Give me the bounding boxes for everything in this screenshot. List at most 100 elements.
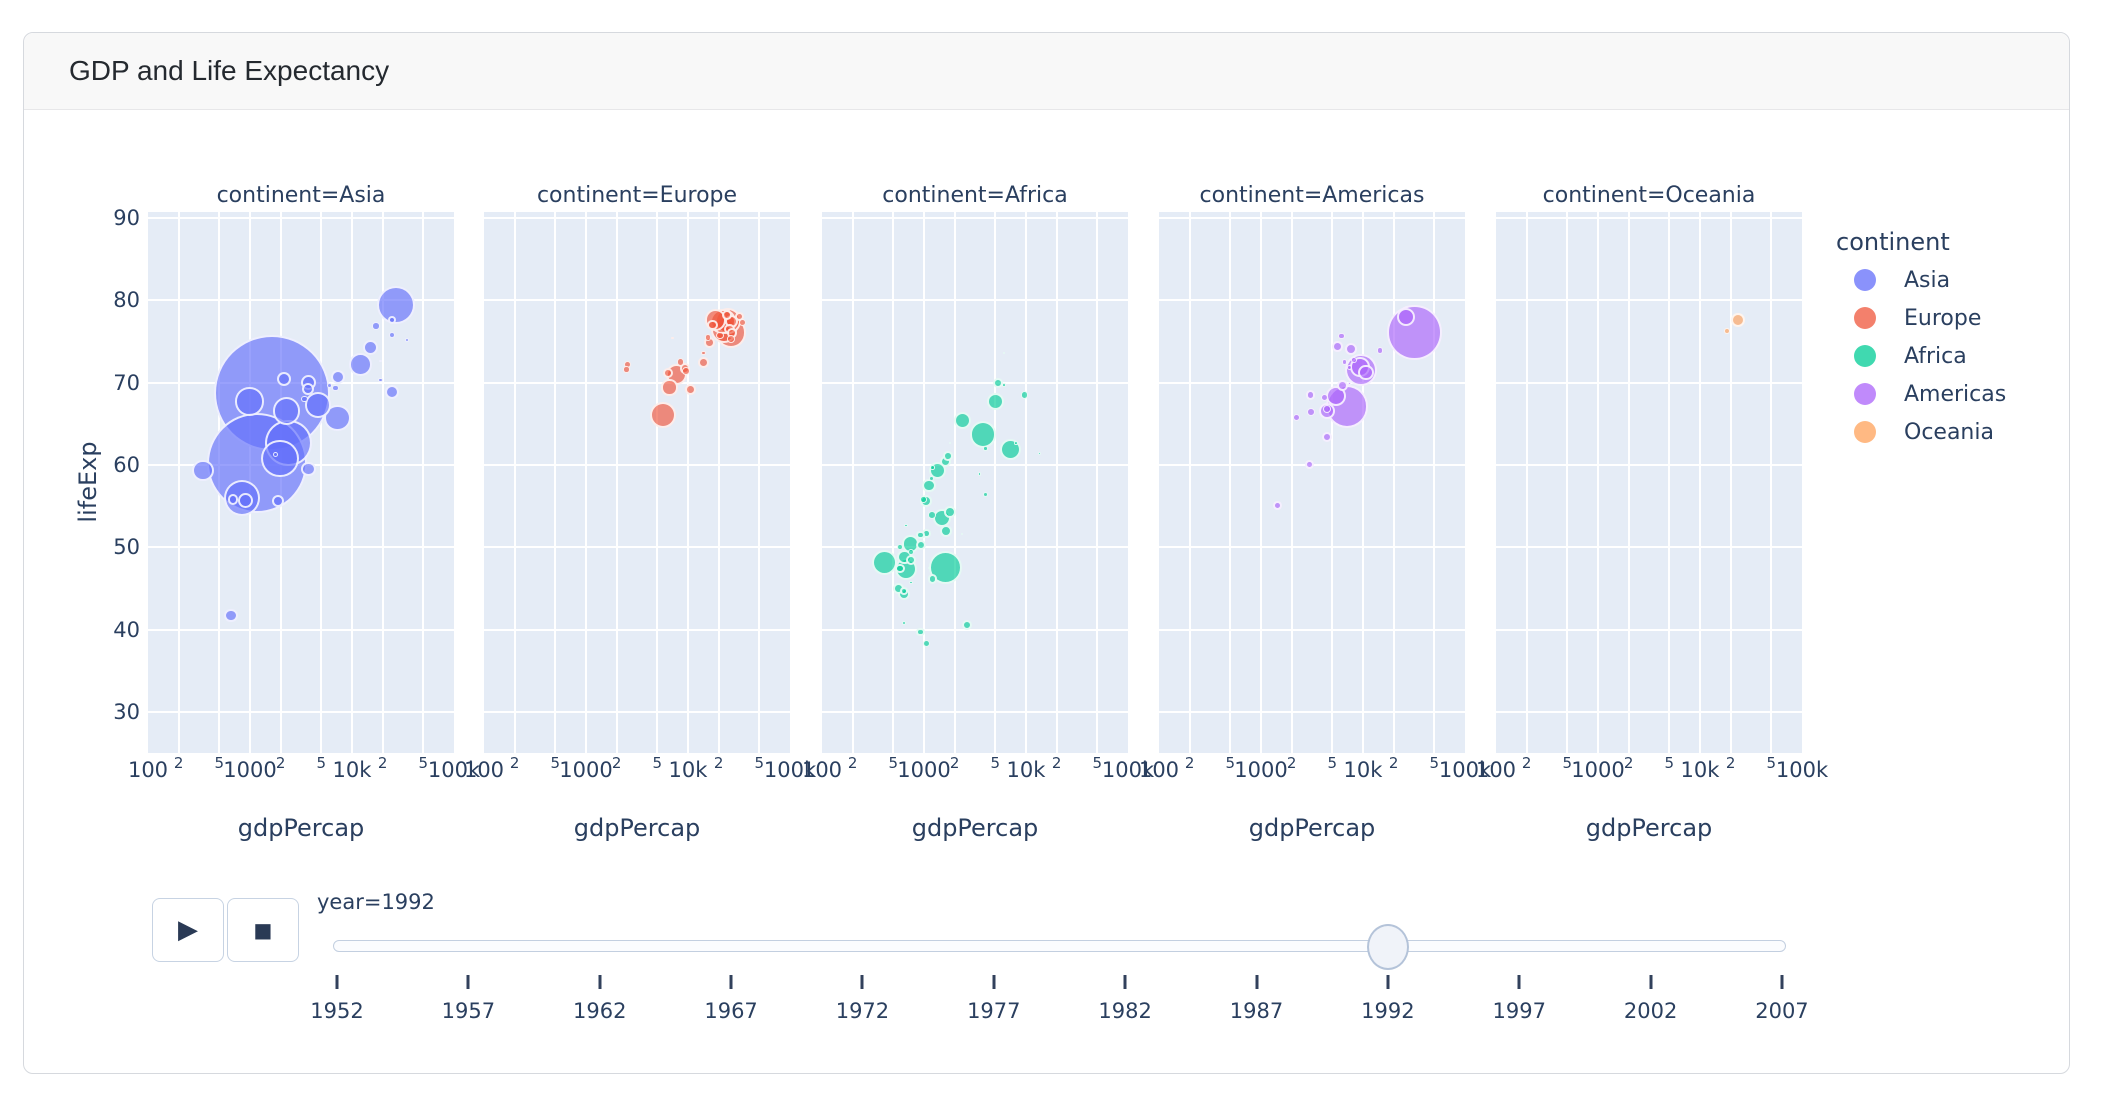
scatter-point[interactable] xyxy=(943,505,956,518)
scatter-point[interactable] xyxy=(1273,500,1283,510)
scatter-point[interactable] xyxy=(986,392,1005,411)
scatter-point[interactable] xyxy=(698,357,710,369)
scatter-point[interactable] xyxy=(385,385,400,400)
scatter-point[interactable] xyxy=(895,563,905,574)
scatter-point[interactable] xyxy=(676,358,685,366)
legend-item-africa[interactable]: Africa xyxy=(1854,337,2094,375)
scatter-point[interactable] xyxy=(1020,391,1028,399)
scatter-point[interactable] xyxy=(983,446,988,451)
scatter-point[interactable] xyxy=(916,627,925,637)
scatter-point[interactable] xyxy=(235,387,264,416)
scatter-point[interactable] xyxy=(930,465,935,470)
scatter-point[interactable] xyxy=(948,442,951,445)
scatter-point[interactable] xyxy=(915,539,926,550)
scatter-point[interactable] xyxy=(999,438,1022,460)
scatter-point[interactable] xyxy=(1387,305,1442,360)
stop-button[interactable]: ■ xyxy=(227,898,299,962)
scatter-point[interactable] xyxy=(670,336,674,340)
scatter-point[interactable] xyxy=(332,385,339,392)
scatter-point[interactable] xyxy=(237,492,253,508)
scatter-point[interactable] xyxy=(1347,381,1352,386)
scatter-point[interactable] xyxy=(376,286,415,325)
scatter-point[interactable] xyxy=(978,472,982,476)
slider-track[interactable] xyxy=(333,940,1786,952)
scatter-point[interactable] xyxy=(1002,351,1006,355)
scatter-point[interactable] xyxy=(223,608,238,623)
scatter-point[interactable] xyxy=(982,491,989,498)
scatter-point[interactable] xyxy=(896,543,904,551)
scatter-point[interactable] xyxy=(1002,383,1006,387)
scatter-point[interactable] xyxy=(921,478,936,493)
scatter-point[interactable] xyxy=(271,494,285,508)
scatter-point[interactable] xyxy=(1321,431,1333,443)
scatter-point[interactable] xyxy=(1723,327,1731,334)
scatter-point[interactable] xyxy=(261,439,299,477)
scatter-point[interactable] xyxy=(953,411,971,430)
scatter-point[interactable] xyxy=(993,377,1003,388)
scatter-point[interactable] xyxy=(927,511,936,519)
legend-item-europe[interactable]: Europe xyxy=(1854,299,2094,337)
scatter-point[interactable] xyxy=(1342,359,1348,365)
scatter-point[interactable] xyxy=(330,369,346,385)
scatter-point[interactable] xyxy=(661,379,678,396)
scatter-point[interactable] xyxy=(905,555,916,566)
scatter-point[interactable] xyxy=(1396,307,1415,326)
scatter-point[interactable] xyxy=(721,310,732,321)
scatter-point[interactable] xyxy=(649,401,676,428)
scatter-point[interactable] xyxy=(301,461,316,477)
scatter-point[interactable] xyxy=(716,331,724,340)
scatter-point[interactable] xyxy=(1730,312,1745,328)
scatter-point[interactable] xyxy=(701,350,706,356)
scatter-point[interactable] xyxy=(923,639,931,647)
scatter-point[interactable] xyxy=(377,377,383,383)
scatter-point[interactable] xyxy=(349,353,372,376)
scatter-point[interactable] xyxy=(1347,365,1353,371)
scatter-point[interactable] xyxy=(379,359,382,363)
scatter-point[interactable] xyxy=(1323,405,1331,413)
scatter-point[interactable] xyxy=(727,309,730,312)
scatter-point[interactable] xyxy=(276,372,292,387)
scatter-point[interactable] xyxy=(1307,408,1315,417)
scatter-point[interactable] xyxy=(929,476,935,482)
scatter-point[interactable] xyxy=(1320,393,1329,401)
scatter-point[interactable] xyxy=(1304,460,1314,470)
scatter-point[interactable] xyxy=(916,530,925,540)
scatter-point[interactable] xyxy=(927,574,938,585)
scatter-point[interactable] xyxy=(1338,332,1345,339)
scatter-point[interactable] xyxy=(304,392,331,418)
slider-handle[interactable] xyxy=(1366,924,1409,970)
scatter-point[interactable] xyxy=(1331,340,1343,352)
scatter-point[interactable] xyxy=(389,331,396,338)
scatter-point[interactable] xyxy=(405,337,410,342)
scatter-point[interactable] xyxy=(919,496,927,503)
scatter-point[interactable] xyxy=(942,451,953,461)
scatter-point[interactable] xyxy=(362,339,379,355)
scatter-point[interactable] xyxy=(227,494,239,505)
scatter-point[interactable] xyxy=(961,619,972,630)
scatter-point[interactable] xyxy=(681,367,690,375)
legend-item-americas[interactable]: Americas xyxy=(1854,375,2094,413)
scatter-point[interactable] xyxy=(932,481,935,484)
scatter-point[interactable] xyxy=(899,586,908,595)
scatter-point[interactable] xyxy=(1358,364,1374,381)
scatter-point[interactable] xyxy=(727,335,735,343)
scatter-point[interactable] xyxy=(969,421,997,448)
scatter-point[interactable] xyxy=(1337,380,1349,392)
scatter-point[interactable] xyxy=(704,334,712,341)
facet-panel-africa[interactable] xyxy=(822,212,1128,753)
legend-item-oceania[interactable]: Oceania xyxy=(1854,413,2094,451)
scatter-point[interactable] xyxy=(1350,356,1357,363)
scatter-point[interactable] xyxy=(1305,390,1315,400)
scatter-point[interactable] xyxy=(192,459,214,482)
play-button[interactable]: ▶ xyxy=(152,898,224,962)
scatter-point[interactable] xyxy=(273,451,279,457)
scatter-point[interactable] xyxy=(961,532,964,536)
scatter-point[interactable] xyxy=(1037,451,1042,456)
scatter-point[interactable] xyxy=(1293,413,1301,421)
facet-panel-asia[interactable] xyxy=(148,212,454,753)
scatter-point[interactable] xyxy=(738,318,746,327)
scatter-point[interactable] xyxy=(904,524,908,528)
facet-panel-americas[interactable] xyxy=(1159,212,1465,753)
scatter-point[interactable] xyxy=(327,382,332,388)
scatter-point[interactable] xyxy=(928,566,931,569)
